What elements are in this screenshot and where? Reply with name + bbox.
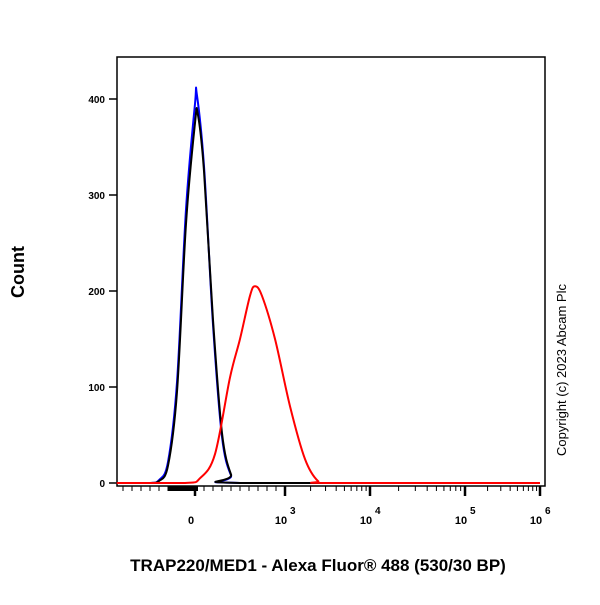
histogram-series-black [116,107,540,485]
x-tick-label: 10 [455,515,467,527]
x-tick-exponent: 5 [470,506,476,517]
copyright-text: Copyright (c) 2023 Abcam Plc [554,284,569,456]
x-tick-label: 0 [188,515,194,527]
y-tick-label: 300 [88,191,105,202]
y-tick-label: 200 [88,287,105,298]
x-tick-exponent: 3 [290,506,296,517]
x-axis-label: TRAP220/MED1 - Alexa Fluor® 488 (530/30 … [130,556,506,575]
y-tick-label: 0 [99,479,105,490]
x-tick-label: 10 [360,515,372,527]
x-tick-exponent: 4 [375,506,381,517]
x-tick-label: 10 [530,515,542,527]
y-tick-label: 400 [88,95,105,106]
y-axis-label: Count [8,246,28,298]
x-tick-cluster [168,486,198,491]
histogram-series-blue [116,86,540,485]
x-tick-label: 10 [275,515,287,527]
x-tick-exponent: 6 [545,506,551,517]
histogram-series-red [116,285,540,485]
plot-frame [116,56,546,487]
y-tick-label: 100 [88,383,105,394]
